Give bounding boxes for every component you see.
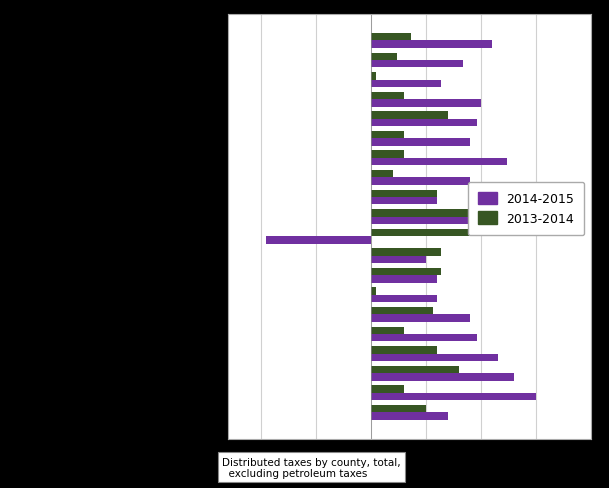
Bar	[371, 190, 437, 198]
Bar	[371, 112, 448, 120]
Bar	[371, 346, 437, 354]
Bar	[371, 61, 463, 68]
Bar	[371, 405, 426, 412]
Bar	[371, 386, 404, 393]
Bar	[371, 276, 437, 283]
Bar	[371, 354, 499, 361]
Bar	[371, 249, 442, 256]
Bar	[371, 268, 442, 276]
Bar	[371, 412, 448, 420]
Bar	[371, 178, 470, 185]
Text: Distributed taxes by county, total,
  excluding petroleum taxes: Distributed taxes by county, total, excl…	[222, 457, 401, 478]
Bar	[371, 159, 507, 166]
Bar	[371, 315, 470, 322]
Bar	[371, 334, 476, 342]
Bar	[371, 229, 529, 237]
Bar	[371, 151, 404, 159]
Bar	[371, 41, 492, 49]
Bar	[371, 393, 536, 400]
Bar	[371, 93, 404, 100]
Bar	[371, 210, 470, 217]
Bar	[371, 100, 481, 107]
Legend: 2014-2015, 2013-2014: 2014-2015, 2013-2014	[468, 182, 585, 236]
Bar	[371, 307, 432, 315]
Bar	[371, 288, 376, 295]
Bar	[371, 73, 376, 81]
Bar	[371, 327, 404, 334]
Bar	[371, 373, 514, 381]
Bar	[371, 120, 476, 127]
Bar	[371, 81, 442, 88]
Bar	[371, 366, 459, 373]
Bar	[371, 171, 393, 178]
Bar	[371, 34, 410, 41]
Bar	[371, 132, 404, 139]
Bar	[371, 295, 437, 303]
Bar	[371, 217, 470, 224]
Bar	[371, 54, 398, 61]
Bar	[371, 256, 426, 264]
Bar	[371, 139, 470, 146]
Bar	[266, 237, 371, 244]
Bar	[371, 198, 437, 205]
